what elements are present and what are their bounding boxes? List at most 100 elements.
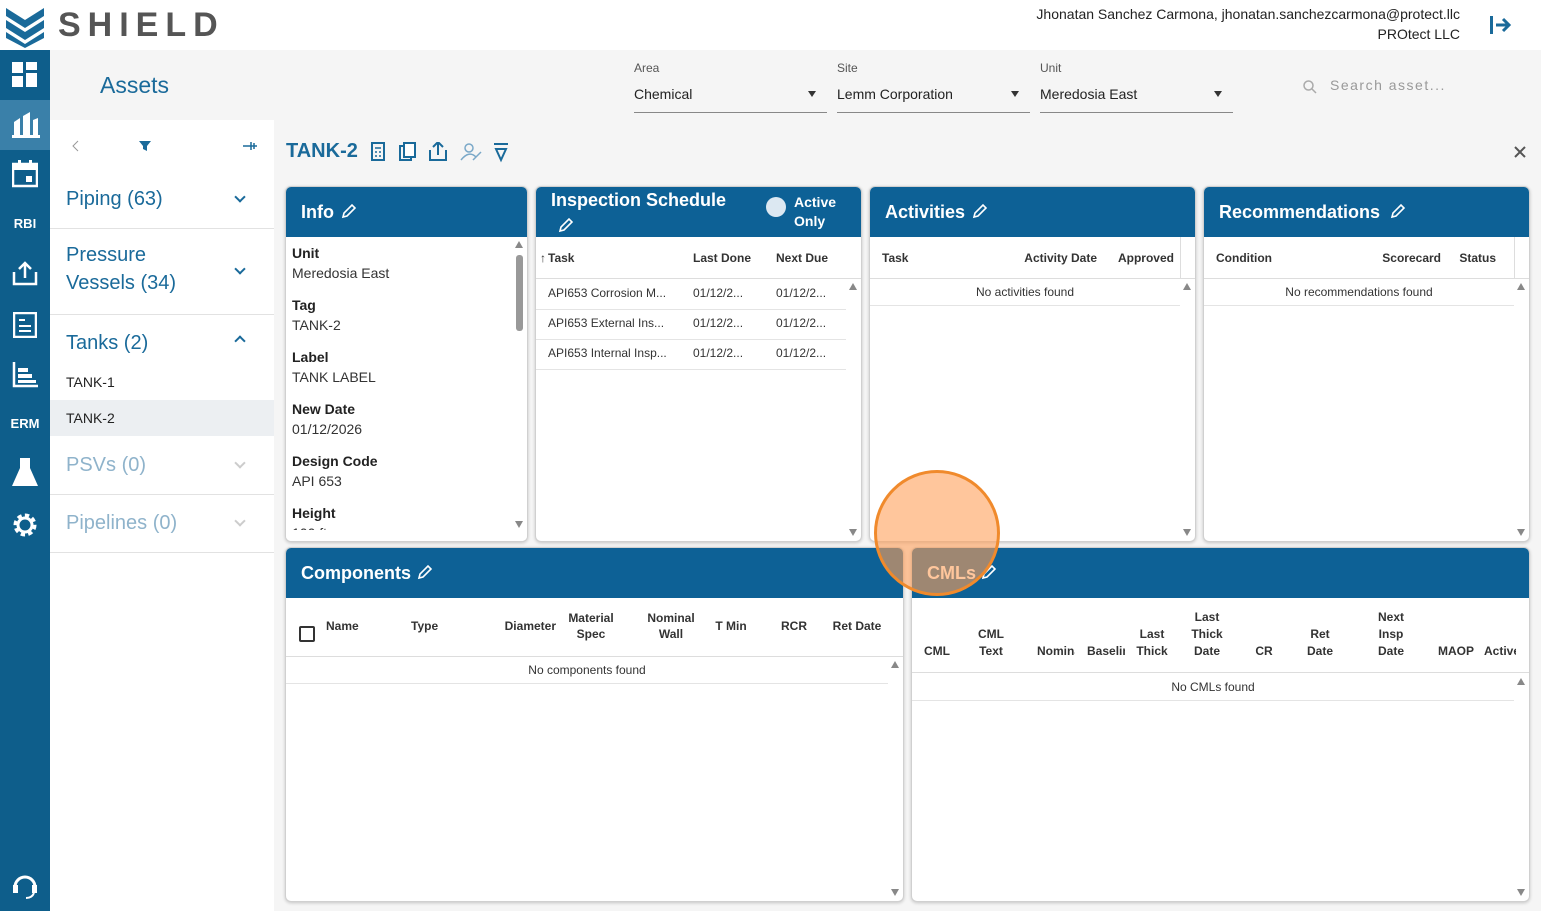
scroll-down [849,529,857,536]
asset-item[interactable]: TANK-1 [50,364,274,400]
chevron [234,515,246,527]
lab-icon[interactable] [12,458,38,488]
column-header[interactable]: CML [924,644,950,658]
column-header[interactable]: Task [548,251,575,265]
column-header[interactable]: Condition [1216,251,1272,265]
filter-caret [1011,91,1019,97]
cell: 01/12/2... [776,346,827,360]
logout-icon[interactable] [1488,14,1514,36]
filter-value[interactable]: Lemm Corporation [837,86,953,102]
filter-underline [634,112,827,113]
column-header[interactable]: Scorecard [1382,251,1441,265]
cmls-panel: CMLs CML CML Text Nominal Baseline Last Thick… [911,547,1530,902]
divider [50,314,274,315]
column-header[interactable]: Material Spec [568,611,614,641]
calendar-icon[interactable] [12,160,38,188]
field-value: 01/12/2026 [292,421,363,437]
erm-nav[interactable]: ERM [10,416,40,431]
header-divider [286,656,903,657]
report-icon[interactable] [13,312,37,338]
group-header[interactable]: Pipelines (0) [66,512,178,534]
select-all-checkbox[interactable] [299,626,315,642]
column-header[interactable]: Nominal [1037,644,1075,658]
column-header[interactable]: Next Insp Date [1377,610,1404,658]
field-value: TANK LABEL [292,369,376,385]
column-header[interactable]: Ret Date [832,619,882,633]
scrollbar [1517,674,1527,901]
header-divider [912,672,1529,673]
column-header[interactable]: Ret Date [1306,627,1333,658]
edit-icon[interactable] [341,203,357,219]
search-input[interactable]: Search asset... [1330,77,1446,93]
column-header[interactable]: Nominal Wall [647,611,695,641]
asset-item-label: TANK-1 [66,374,115,390]
group-header[interactable]: PSVs (0) [66,454,147,476]
column-header[interactable]: Last Thick Date [1191,610,1223,658]
column-header[interactable]: Type [411,619,439,633]
toggle-knob[interactable] [766,197,786,217]
row-divider [912,700,1514,701]
filter-value[interactable]: Meredosia East [1040,86,1138,102]
column-header[interactable]: Last Done [693,251,752,265]
row-divider [536,309,846,310]
panel-header: Info [286,187,527,237]
scroll-up [515,241,523,248]
scroll-up [891,661,899,668]
support-icon[interactable] [12,872,38,900]
close-button[interactable] [1514,146,1526,158]
column-header[interactable]: Approved [1117,251,1174,265]
settings-icon[interactable] [12,512,38,538]
column-header[interactable]: RCR [781,619,807,633]
asset-item[interactable]: TANK-2 [50,400,274,436]
edit-icon[interactable] [1390,203,1406,219]
panel-title: Info [301,202,334,222]
column-header[interactable]: Active [1484,644,1516,658]
top-bar: SHIELD Jhonatan Sanchez Carmona, jhonata… [0,0,1541,50]
column-header[interactable]: Diameter [504,619,556,633]
scroll-up [1517,678,1525,685]
row-divider [536,339,846,340]
column-header[interactable]: Next Due [776,251,829,265]
company: PROtect LLC [1377,26,1460,42]
edit-icon[interactable] [417,564,433,580]
upload-icon[interactable] [12,260,38,286]
scrollbar [891,657,901,901]
chart-icon[interactable] [12,362,38,388]
group-header[interactable]: Piping (63) [66,188,163,210]
column-header[interactable]: MAOP [1438,644,1474,658]
column-header[interactable]: Last Thick [1136,627,1168,658]
asset-toolbar[interactable] [370,142,510,164]
divider [50,228,274,229]
header-divider [870,278,1195,279]
column-header[interactable]: Baseline [1087,644,1125,658]
row-divider [536,369,846,370]
field-value: TANK-2 [292,317,341,333]
dashboard-icon[interactable] [12,62,38,88]
header-divider [1204,278,1529,279]
header-column-divider [1180,237,1181,279]
empty-message: No activities found [975,285,1075,299]
edit-icon[interactable] [558,217,574,233]
column-header[interactable]: Activity Date [1024,251,1097,265]
rbi-nav[interactable]: RBI [13,216,37,231]
scroll-down [515,521,523,528]
cell: 01/12/2... [776,286,827,300]
header-divider [536,278,861,279]
column-header[interactable]: T Min [715,619,747,633]
field-label: Height [292,505,336,521]
edit-icon[interactable] [972,203,988,219]
group-header[interactable]: Tanks (2) [66,332,149,354]
cell: 01/12/2... [693,346,744,360]
cell: API653 External Ins... [548,316,665,330]
filter-value[interactable]: Chemical [634,86,693,102]
column-header[interactable]: Name [326,619,359,633]
column-header[interactable]: Task [882,251,909,265]
column-header[interactable]: CR [1255,644,1273,658]
toggle-label[interactable]: Active Only [794,194,837,229]
group-header[interactable]: Pressure Vessels (34) [66,244,177,294]
column-header[interactable]: CML Text [978,627,1004,658]
recommendations-panel: Recommendations Condition Scorecard Status N… [1203,186,1530,542]
assets-icon[interactable] [12,110,40,138]
column-header[interactable]: Status [1459,251,1496,265]
field-label: Design Code [292,453,378,469]
